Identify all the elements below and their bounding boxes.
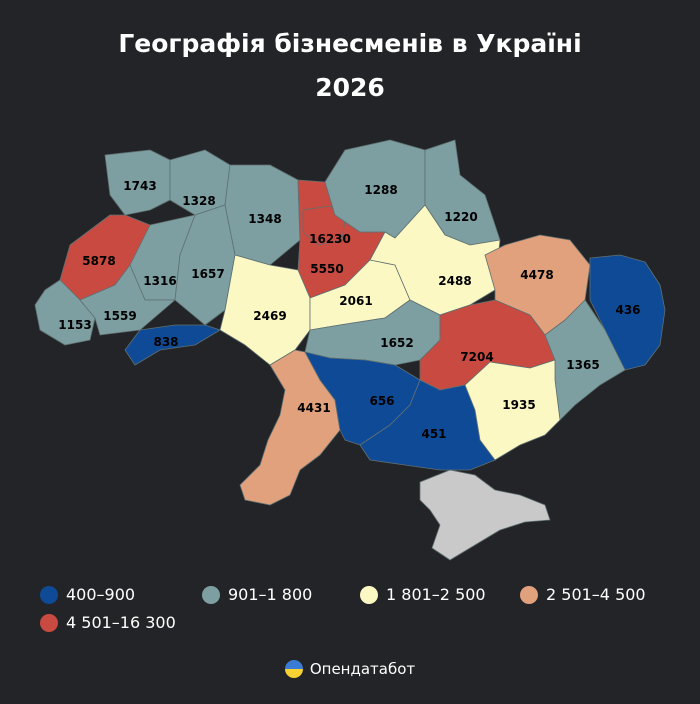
label-ivano-frankivsk: 1559	[103, 309, 136, 323]
legend-item-1801-2500: 1 801–2 500	[360, 585, 486, 604]
label-kyiv-oblast: 5550	[310, 262, 343, 276]
label-kyiv-city: 16230	[309, 232, 351, 246]
label-dnipro: 7204	[460, 350, 493, 364]
legend-item-400-900: 400–900	[40, 585, 135, 604]
label-zhytomyr: 1348	[248, 212, 281, 226]
label-volyn: 1743	[123, 179, 156, 193]
region-ivano-frankivsk	[79, 264, 176, 336]
label-donetsk: 1365	[566, 358, 599, 372]
region-zaporizhzhia	[464, 359, 561, 461]
legend-swatch	[202, 585, 220, 604]
region-volyn	[104, 149, 171, 216]
legend-swatch	[40, 613, 58, 632]
label-odesa: 4431	[297, 401, 330, 415]
legend-item-4501-16300: 4 501–16 300	[40, 613, 176, 632]
label-cherkasy: 2061	[339, 294, 372, 308]
label-khmelnytskyi: 1657	[191, 267, 224, 281]
legend-label: 4 501–16 300	[66, 613, 176, 632]
label-vinnytsia: 2469	[253, 309, 286, 323]
region-crimea	[419, 469, 551, 561]
label-kharkiv: 4478	[520, 268, 553, 282]
legend-label: 1 801–2 500	[386, 585, 486, 604]
opendatabot-logo-icon	[284, 660, 303, 678]
legend-item-901-1800: 901–1 800	[202, 585, 312, 604]
legend-label: 400–900	[66, 585, 136, 604]
label-lviv: 5878	[82, 254, 115, 268]
region-kyiv-city	[302, 205, 346, 246]
label-kherson: 451	[421, 427, 446, 441]
legend-swatch	[360, 585, 378, 604]
label-zakarpattia: 1153	[58, 318, 91, 332]
label-chernivtsi: 838	[153, 335, 178, 349]
label-rivne: 1328	[182, 194, 215, 208]
label-sumy: 1220	[444, 210, 477, 224]
brand-logo: Опендатабот	[0, 660, 700, 678]
legend-swatch	[40, 585, 58, 604]
region-chernivtsi	[124, 324, 221, 366]
legend-label: 2 501–4 500	[546, 585, 646, 604]
title-line-2: 2026	[315, 73, 385, 102]
region-luhansk	[589, 254, 666, 371]
label-chernihiv: 1288	[364, 183, 397, 197]
page-title: Географія бізнесменів в Україні 2026	[0, 22, 700, 110]
label-luhansk: 436	[615, 303, 640, 317]
label-kirovohrad: 1652	[380, 336, 413, 350]
legend-swatch	[520, 585, 538, 604]
region-khmelnytskyi	[174, 204, 236, 326]
legend-label: 901–1 800	[228, 585, 313, 604]
label-mykolaiv: 656	[369, 394, 394, 408]
brand-name: Опендатабот	[309, 660, 416, 678]
label-ternopil: 1316	[143, 274, 176, 288]
label-poltava: 2488	[438, 274, 471, 288]
title-line-1: Географія бізнесменів в Україні	[118, 29, 582, 58]
legend-item-2501-4500: 2 501–4 500	[520, 585, 646, 604]
label-zaporizhzhia: 1935	[502, 398, 535, 412]
region-zakarpattia	[34, 279, 96, 346]
